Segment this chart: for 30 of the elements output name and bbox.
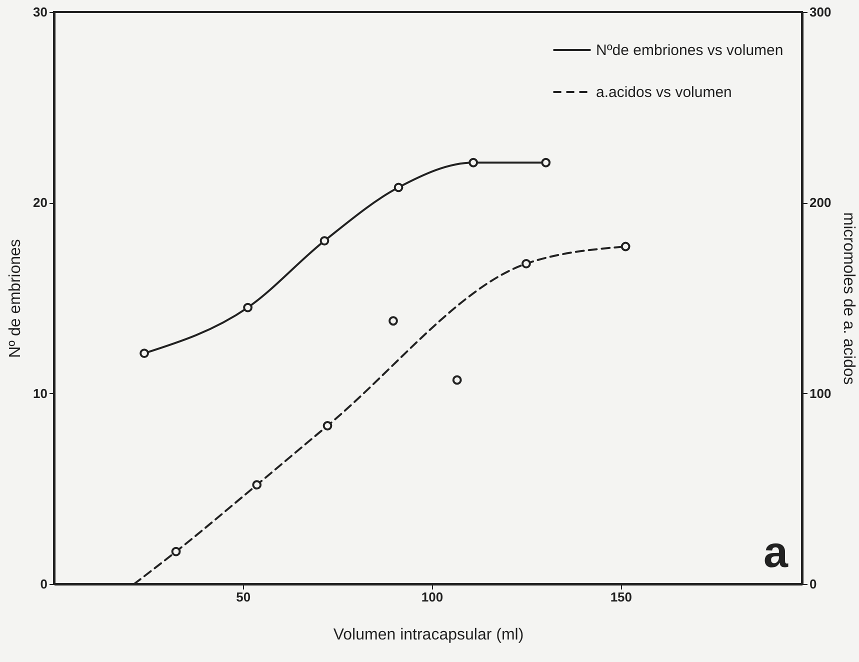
x-tick-label: 150: [610, 590, 632, 604]
point: [388, 316, 398, 326]
point: [394, 182, 404, 192]
legend-label: a.acidos vs volumen: [596, 84, 732, 101]
y-tick-label: 10: [33, 386, 48, 401]
annotation: a: [764, 528, 789, 577]
point: [171, 546, 181, 556]
x-axis-title: Volumen intracapsular (ml): [333, 626, 524, 644]
point: [452, 375, 462, 385]
point: [522, 258, 531, 268]
y-tick-label: 20: [33, 195, 48, 210]
y2-tick-label: 0: [810, 576, 817, 592]
point: [140, 348, 149, 358]
point: [252, 480, 262, 490]
y2-tick-label: 100: [810, 386, 832, 401]
y-axis-title: Nº de embriones: [7, 239, 24, 358]
point: [322, 421, 332, 430]
legend-label: Nºde embriones vs volumen: [596, 42, 784, 59]
point: [468, 158, 478, 168]
y2-axis-title: micromoles de a. acidos: [840, 212, 858, 385]
y-tick-label: 0: [40, 576, 48, 592]
point: [541, 158, 551, 168]
point: [320, 236, 330, 246]
y2-tick-label: 300: [810, 4, 832, 20]
y-tick-label: 30: [33, 4, 48, 20]
y2-tick-label: 200: [810, 195, 832, 210]
point: [243, 302, 253, 312]
point: [620, 242, 630, 252]
x-tick-label: 50: [236, 590, 251, 604]
x-tick-label: 100: [421, 590, 444, 604]
